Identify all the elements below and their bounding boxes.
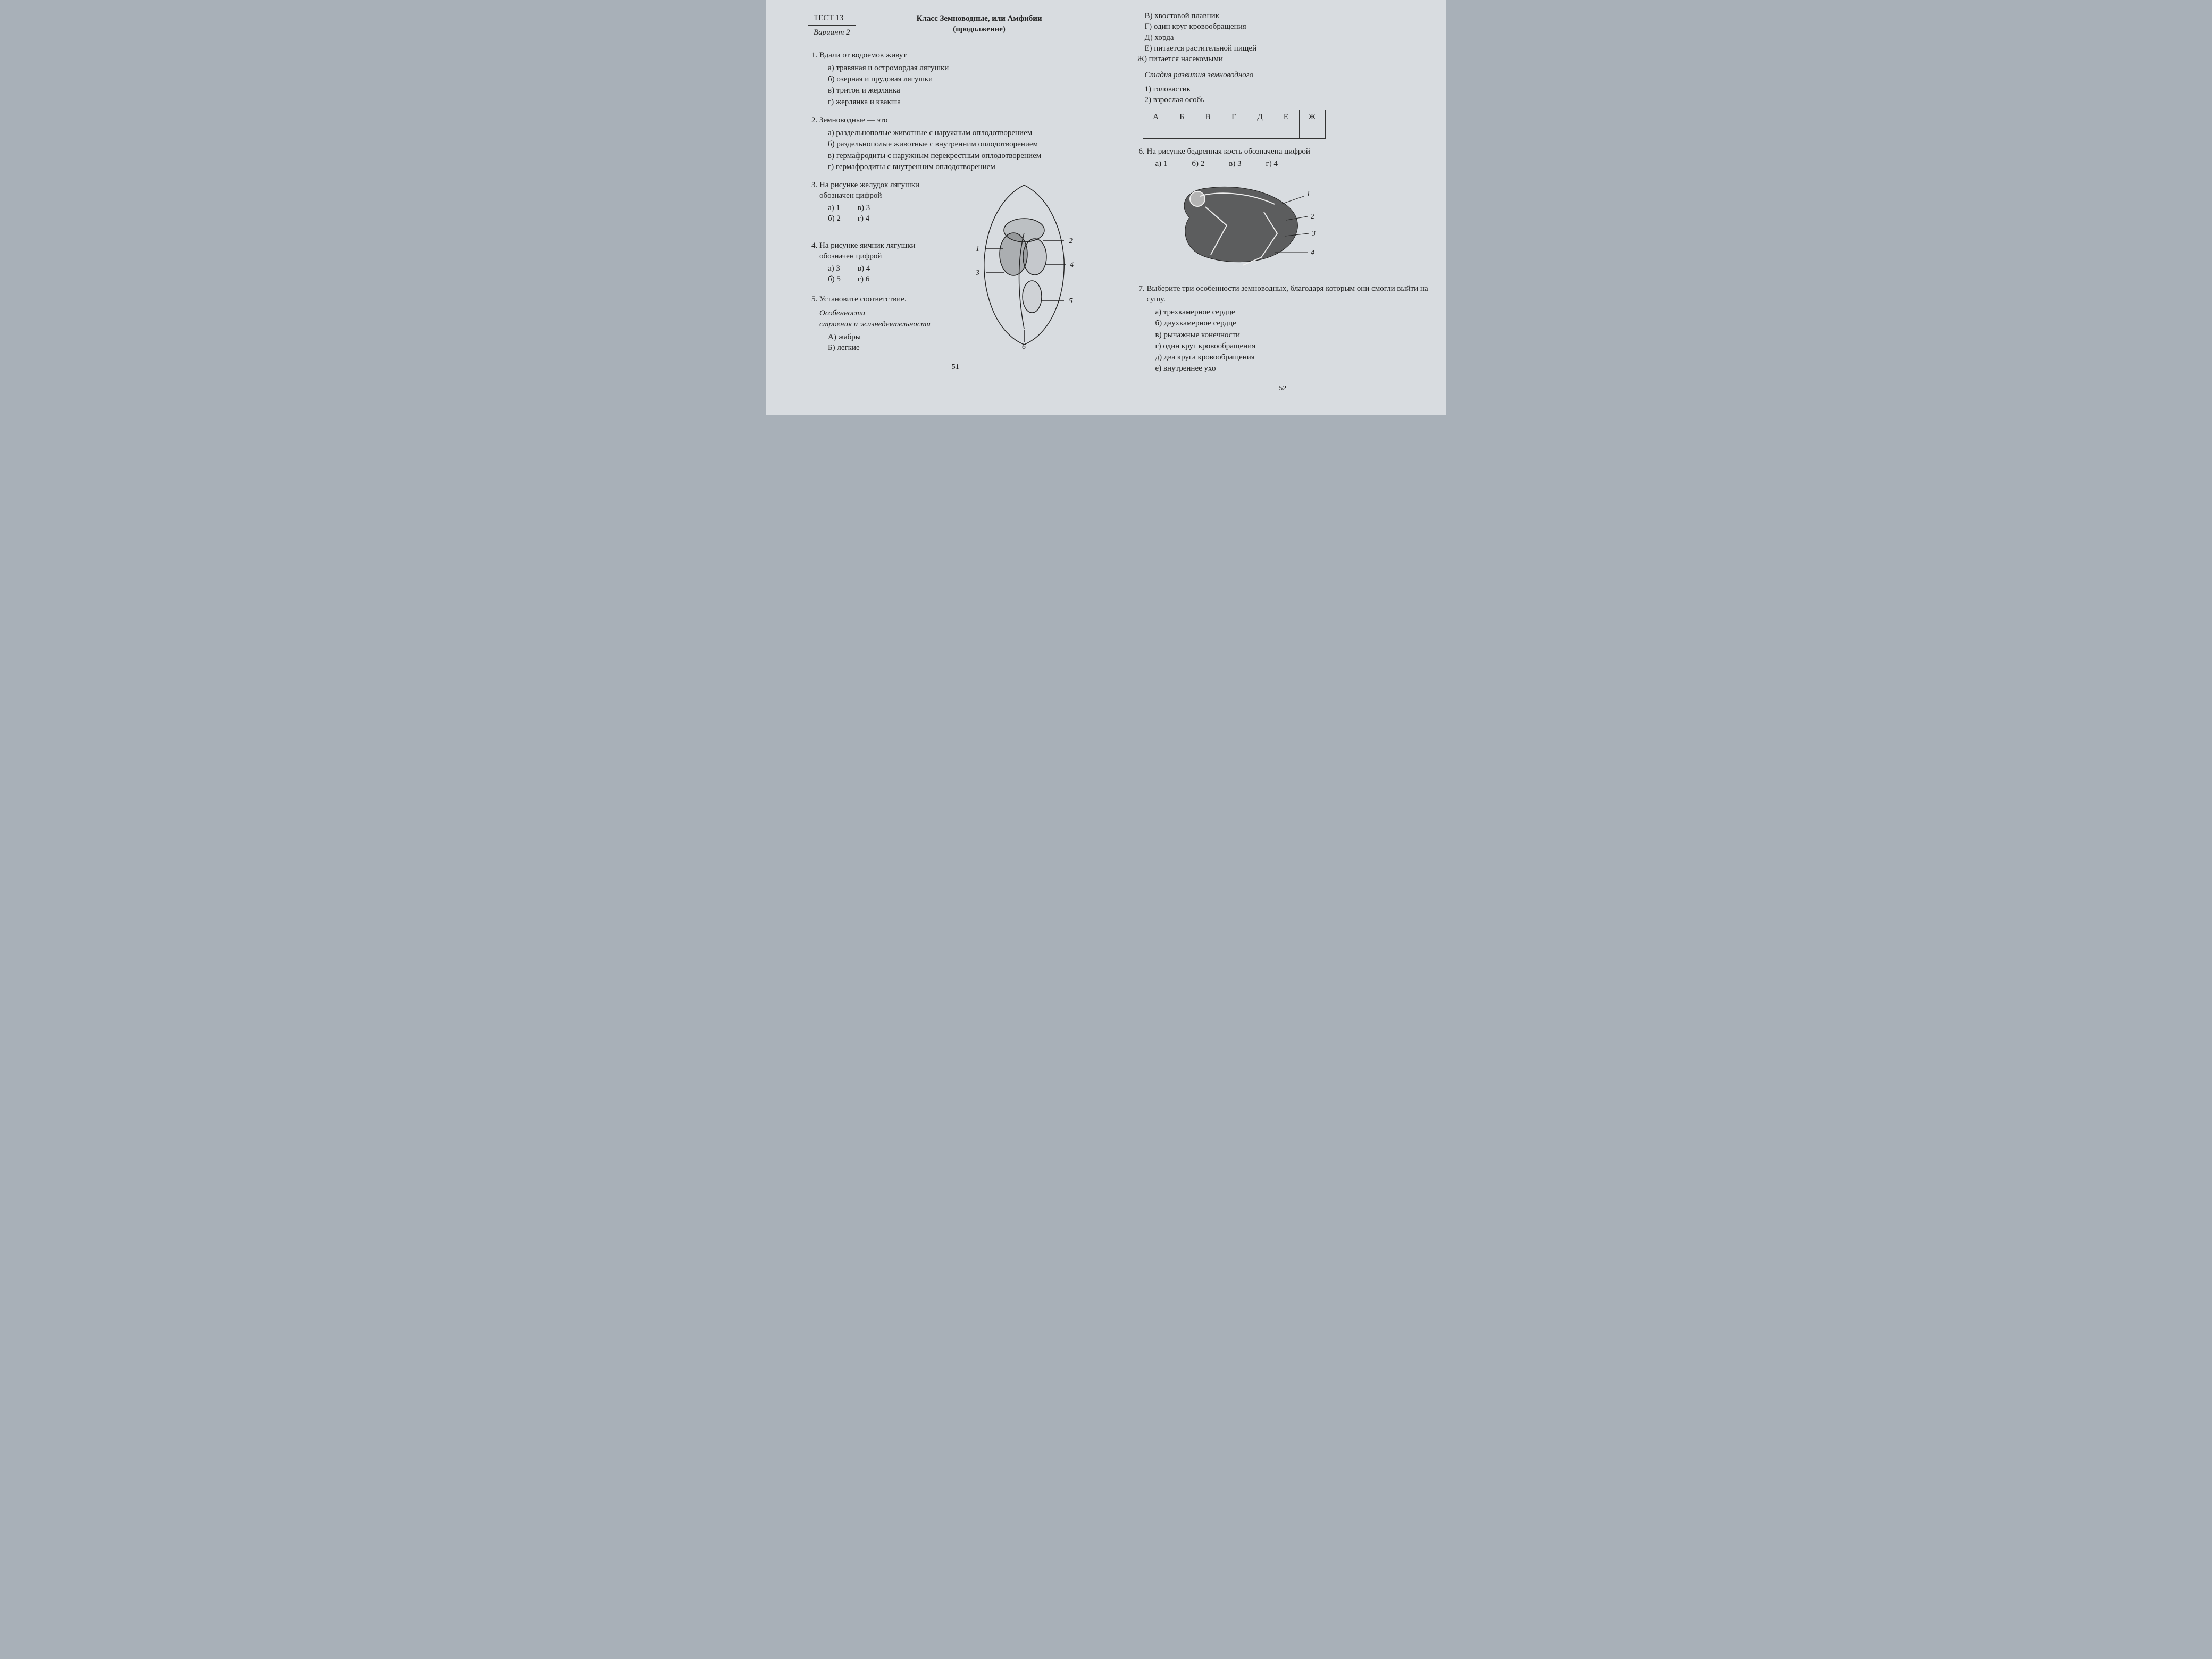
q7-opt-e: д) два круга кровообращения (1155, 352, 1431, 363)
diagram-label-1: 1 (976, 245, 979, 253)
q5-stage-1: 1) головастик (1145, 84, 1431, 95)
q4-opt-a: а) 3 (828, 263, 841, 274)
q3-opt-d: г) 4 (858, 213, 870, 224)
q5-stage-2: 2) взрослая особь (1145, 95, 1431, 105)
skeleton-label-3: 3 (1311, 230, 1316, 238)
q1-stem: Вдали от водоемов живут (819, 51, 907, 60)
q2-options: а) раздельнополые животные с наружным оп… (819, 128, 1103, 172)
ans-C[interactable] (1195, 124, 1221, 139)
diagram-label-4: 4 (1070, 261, 1074, 269)
variant-number: Вариант 2 (808, 26, 856, 39)
th-A: А (1143, 110, 1169, 124)
ans-A[interactable] (1143, 124, 1169, 139)
question-list-left: Вдали от водоемов живут а) травяная и ос… (808, 50, 1103, 354)
q4-opt-c: в) 4 (858, 263, 870, 274)
th-C: В (1195, 110, 1221, 124)
skeleton-label-2: 2 (1311, 213, 1314, 221)
ans-G[interactable] (1299, 124, 1325, 139)
frog-skeleton-diagram: 1 2 3 4 (1168, 175, 1328, 276)
q2-opt-c: в) гермафродиты с наружным перекрестным … (828, 150, 1103, 161)
page-number-right: 52 (1135, 384, 1431, 394)
page-52: В) хвостовой плавник Г) один круг кровоо… (1135, 11, 1431, 393)
q6-opt-b: б) 2 (1192, 158, 1204, 169)
q7-opt-f: е) внутреннее ухо (1155, 363, 1431, 374)
th-F: Е (1273, 110, 1299, 124)
q2-opt-b: б) раздельнополые животные с внутренним … (828, 139, 1103, 149)
title-line-1: Класс Земноводные, или Амфибии (917, 14, 1042, 23)
table-header-row: А Б В Г Д Е Ж (1143, 110, 1325, 124)
q1-opt-d: г) жерлянка и квакша (828, 97, 1103, 107)
q2-opt-a: а) раздельнополые животные с наружным оп… (828, 128, 1103, 138)
q7-opt-c: в) рычажные конечности (1155, 330, 1431, 340)
th-G: Ж (1299, 110, 1325, 124)
q5-opt-E: Д) хорда (1145, 32, 1431, 43)
th-D: Г (1221, 110, 1247, 124)
q1-opt-b: б) озерная и прудовая лягушки (828, 74, 1103, 85)
ans-F[interactable] (1273, 124, 1299, 139)
q3-stem: На рисунке желудок лягушки обозначен циф… (819, 181, 919, 200)
table-answer-row[interactable] (1143, 124, 1325, 139)
q2-opt-d: г) гермафродиты с внутренним оплодотворе… (828, 162, 1103, 172)
question-list-right: На рисунке бедренная кость обозначена ци… (1135, 146, 1431, 374)
question-2: Земноводные — это а) раздельнополые живо… (819, 115, 1103, 172)
q1-opt-a: а) травяная и остромордая лягушки (828, 63, 1103, 73)
q5-stem: Установите соответствие. (819, 295, 907, 304)
page-number-left: 51 (808, 363, 1103, 373)
q7-options: а) трехкамерное сердце б) двухкамерное с… (1147, 307, 1431, 374)
ans-E[interactable] (1247, 124, 1273, 139)
q7-opt-a: а) трехкамерное сердце (1155, 307, 1431, 317)
question-7: Выберите три особенности земноводных, бл… (1147, 283, 1431, 374)
q3-opt-c: в) 3 (858, 203, 870, 213)
q4-opt-d: г) 6 (858, 274, 870, 284)
skeleton-label-4: 4 (1311, 249, 1314, 257)
ans-B[interactable] (1169, 124, 1195, 139)
diagram-label-5: 5 (1069, 297, 1073, 305)
q7-stem: Выберите три особенности земноводных, бл… (1147, 284, 1428, 304)
diagram-label-6: 6 (1022, 343, 1026, 350)
worksheet-spread: ТЕСТ 13 Вариант 2 Класс Земноводные, или… (766, 0, 1446, 415)
skeleton-label-1: 1 (1306, 190, 1310, 198)
q5-opt-F: Е) питается растительной пищей (1145, 43, 1431, 54)
q3-opt-b: б) 2 (828, 213, 841, 224)
q3-opt-a: а) 1 (828, 203, 841, 213)
test-title: Класс Земноводные, или Амфибии (продолже… (856, 11, 1103, 40)
q4-opt-b: б) 5 (828, 274, 841, 284)
q5-answer-table: А Б В Г Д Е Ж (1143, 110, 1326, 139)
q1-opt-c: в) тритон и жерлянка (828, 85, 1103, 96)
q5-subtitle-2: строения и жизнедеятельности (819, 319, 950, 330)
q6-opt-a: а) 1 (1155, 158, 1168, 169)
title-line-2: (продолжение) (953, 25, 1006, 33)
q5-opt-C: В) хвостовой плавник (1145, 11, 1431, 21)
test-header: ТЕСТ 13 Вариант 2 Класс Земноводные, или… (808, 11, 1103, 40)
q7-opt-d: г) один круг кровообращения (1155, 341, 1431, 351)
question-6: На рисунке бедренная кость обозначена ци… (1147, 146, 1431, 276)
th-E: Д (1247, 110, 1273, 124)
q7-opt-b: б) двухкамерное сердце (1155, 318, 1431, 329)
q3-options: а) 1 б) 2 в) 3 г) 4 (819, 203, 950, 224)
page-51: ТЕСТ 13 Вариант 2 Класс Земноводные, или… (798, 11, 1103, 393)
ans-D[interactable] (1221, 124, 1247, 139)
header-meta: ТЕСТ 13 Вариант 2 (808, 11, 856, 40)
diagram-label-3: 3 (975, 269, 979, 277)
frog-internal-diagram: 1 3 2 4 5 6 (955, 180, 1093, 350)
q5-opt-D: Г) один круг кровообращения (1145, 21, 1431, 32)
test-number: ТЕСТ 13 (808, 11, 856, 26)
question-1: Вдали от водоемов живут а) травяная и ос… (819, 50, 1103, 107)
q6-options: а) 1 б) 2 в) 3 г) 4 (1147, 158, 1431, 169)
diagram-label-2: 2 (1069, 237, 1073, 245)
q5-continuation: В) хвостовой плавник Г) один круг кровоо… (1135, 11, 1431, 105)
q6-opt-d: г) 4 (1266, 158, 1278, 169)
th-B: Б (1169, 110, 1195, 124)
q6-opt-c: в) 3 (1229, 158, 1241, 169)
q5-stage-title: Стадия развития земноводного (1145, 70, 1431, 80)
q6-stem: На рисунке бедренная кость обозначена ци… (1147, 147, 1310, 156)
q5-opt-G: Ж) питается насекомыми (1137, 54, 1431, 64)
q2-stem: Земноводные — это (819, 116, 887, 124)
q1-options: а) травяная и остромордая лягушки б) озе… (819, 63, 1103, 107)
